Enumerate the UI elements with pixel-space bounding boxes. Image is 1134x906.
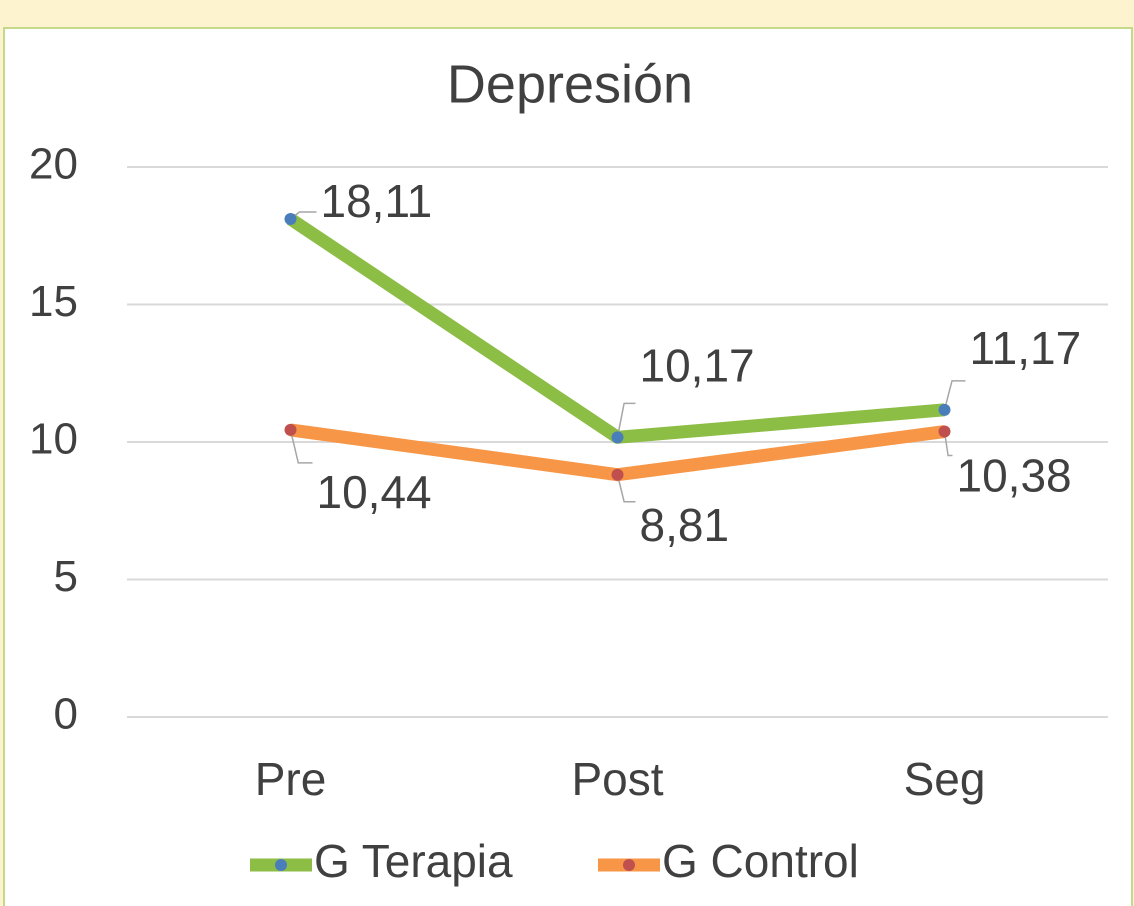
data-point — [284, 423, 297, 436]
data-point — [284, 212, 297, 225]
data-label: 18,11 — [321, 175, 433, 227]
leader-line — [943, 431, 953, 457]
top-strip — [0, 0, 1134, 28]
legend-label: G Terapia — [314, 835, 513, 887]
data-point — [611, 468, 624, 481]
x-tick-label: Post — [571, 753, 663, 805]
data-point — [938, 425, 951, 438]
y-tick-label: 5 — [54, 552, 78, 601]
leader-line — [943, 380, 966, 411]
leader-line — [616, 402, 636, 438]
data-label: 10,44 — [317, 466, 432, 518]
legend-marker — [275, 859, 287, 871]
data-label: 10,38 — [957, 450, 1072, 502]
data-label: 11,17 — [970, 322, 1082, 374]
y-tick-label: 10 — [29, 415, 78, 464]
leader-line — [289, 429, 313, 464]
chart-title: Depresión — [447, 54, 693, 114]
data-label: 10,17 — [640, 339, 755, 391]
legend-label: G Control — [662, 835, 859, 887]
y-tick-label: 20 — [29, 140, 78, 189]
y-tick-label: 0 — [54, 690, 78, 739]
x-tick-label: Seg — [904, 753, 986, 805]
y-tick-label: 15 — [29, 277, 78, 326]
leader-line — [616, 474, 636, 503]
data-point — [938, 403, 951, 416]
data-point — [611, 431, 624, 444]
data-label: 8,81 — [640, 499, 730, 551]
legend-marker — [623, 859, 635, 871]
x-tick-label: Pre — [255, 753, 327, 805]
